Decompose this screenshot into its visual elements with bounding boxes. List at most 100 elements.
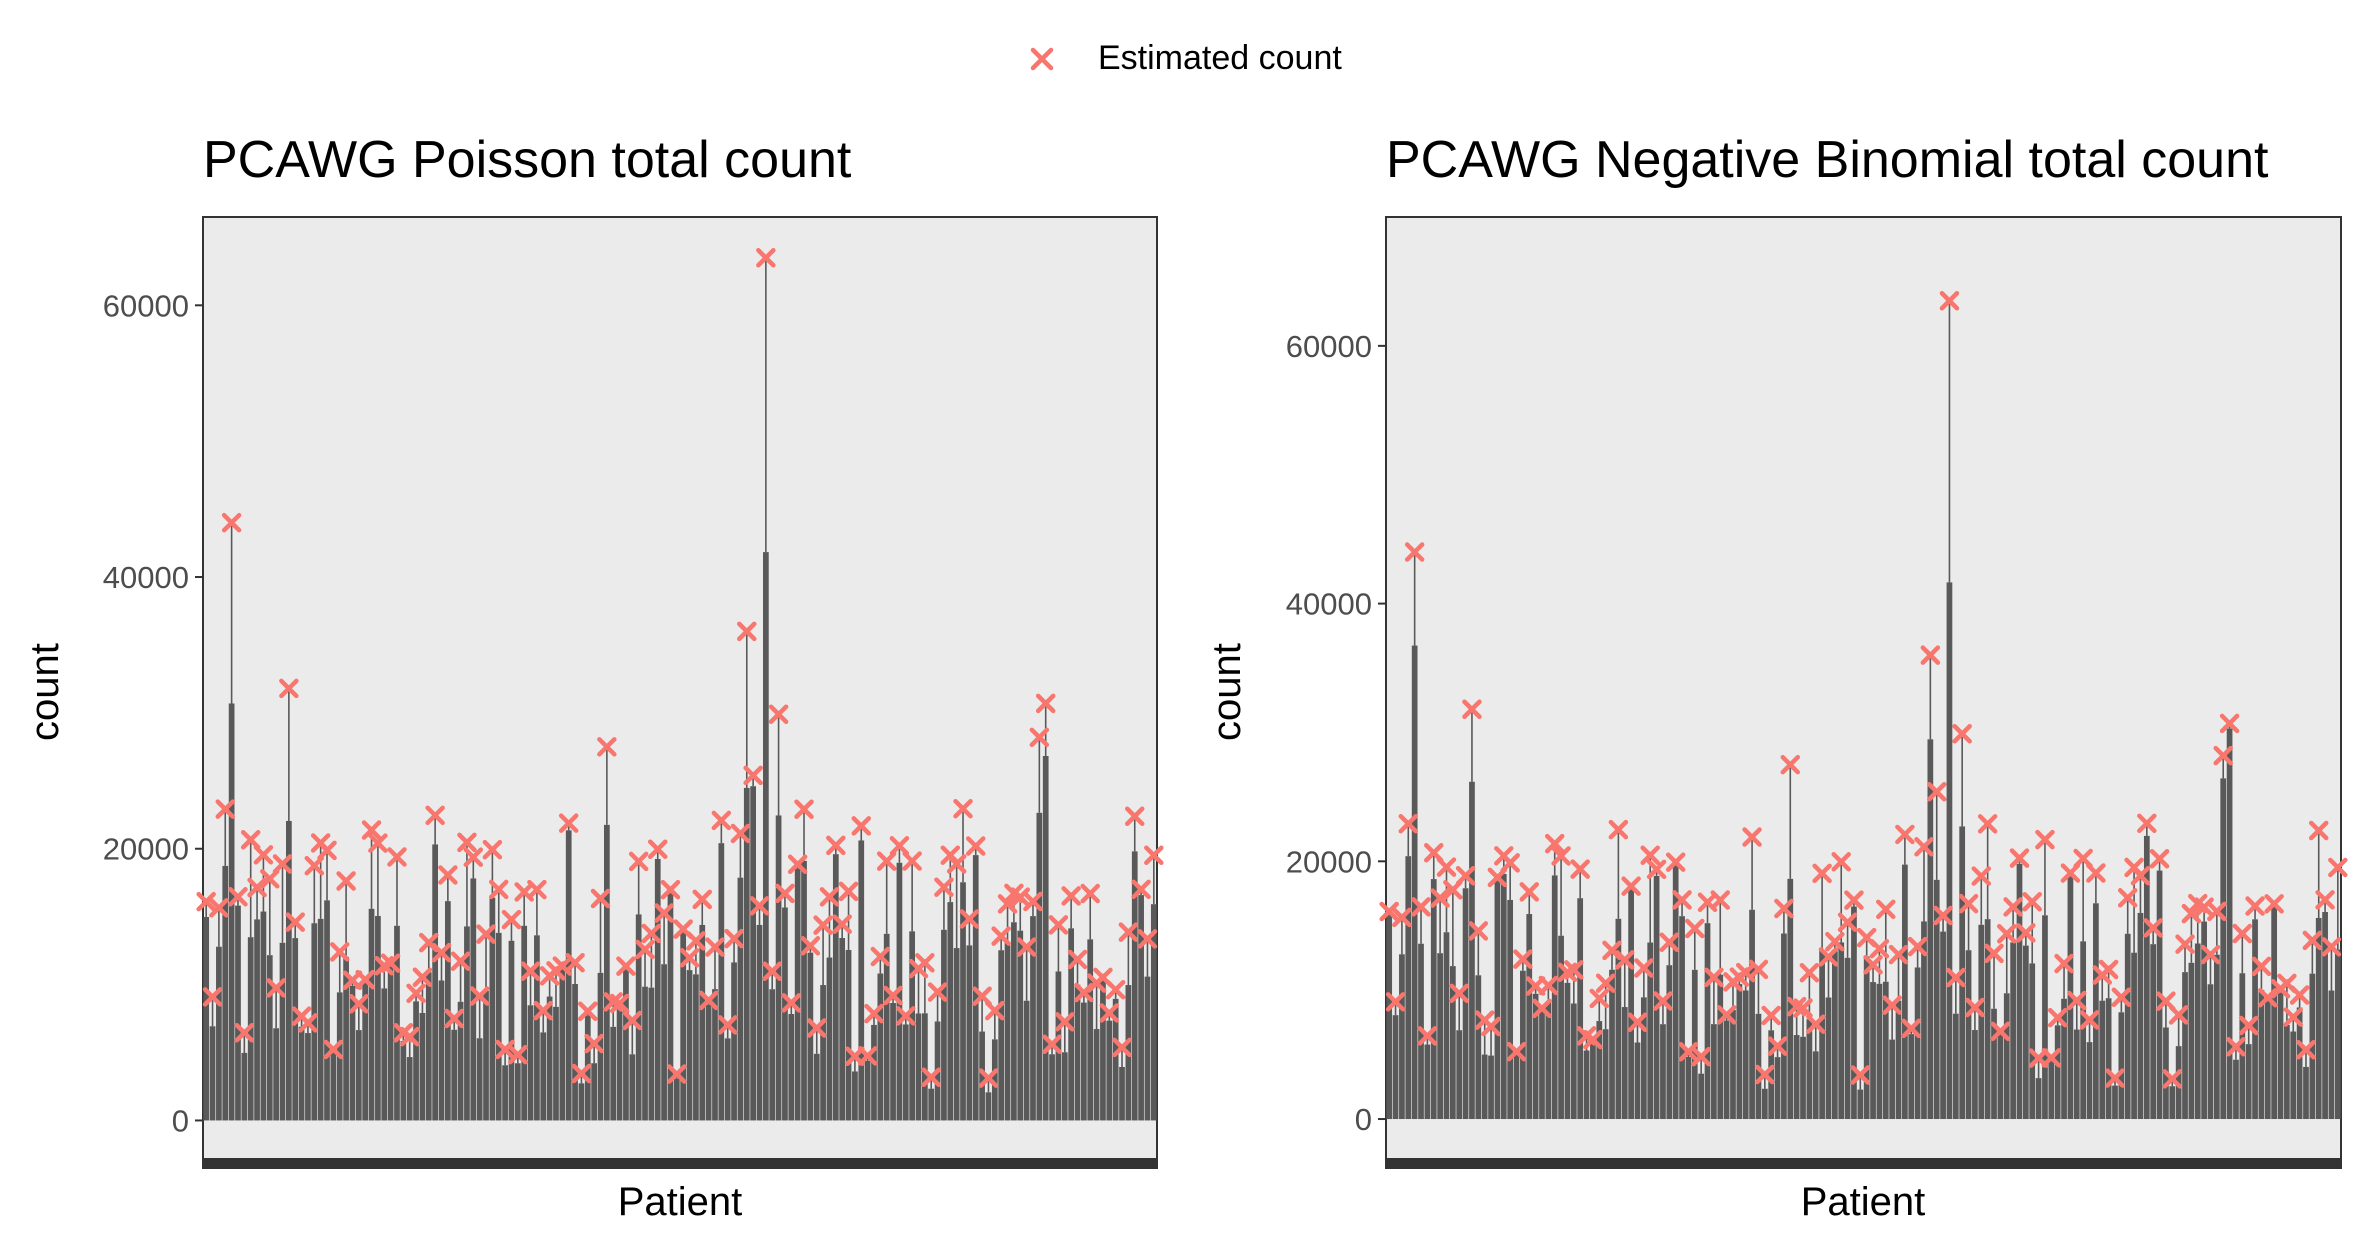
- estimated-point: [1564, 960, 1584, 980]
- bar: [858, 840, 865, 1121]
- estimated-point: [1965, 997, 1985, 1018]
- bar: [1049, 1054, 1055, 1121]
- marker-stroke: [1672, 890, 1692, 910]
- estimated-point: [2226, 1037, 2246, 1057]
- estimated-point: [1939, 291, 1960, 311]
- marker-stroke: [883, 985, 903, 1006]
- bar: [457, 1001, 464, 1121]
- bar: [1131, 851, 1138, 1121]
- marker-stroke: [1685, 918, 1705, 939]
- marker-stroke: [2162, 1069, 2183, 1089]
- marker-stroke: [628, 851, 649, 872]
- estimated-point: [1144, 845, 1164, 865]
- bar: [2099, 1000, 2106, 1120]
- estimated-point: [260, 869, 280, 889]
- marker-stroke: [1825, 931, 1845, 952]
- marker-stroke: [578, 1001, 598, 1022]
- bar: [1513, 1052, 1520, 1120]
- estimated-point: [2079, 1010, 2100, 1030]
- bar: [1927, 739, 1934, 1120]
- estimated-point: [508, 1044, 528, 1065]
- bar: [521, 925, 528, 1121]
- y-tick-label: 20000: [103, 832, 189, 867]
- bar: [1150, 904, 1157, 1121]
- estimated-point: [2098, 959, 2119, 980]
- estimated-point: [1933, 905, 1953, 926]
- bar: [2143, 835, 2150, 1120]
- marker-stroke: [501, 909, 522, 930]
- marker-stroke: [1831, 852, 1851, 872]
- marker-stroke: [1755, 1064, 1775, 1085]
- estimated-point: [2308, 820, 2329, 841]
- estimated-point: [323, 1039, 344, 1060]
- estimated-point: [399, 1026, 420, 1047]
- marker-stroke: [349, 994, 369, 1014]
- marker-stroke: [234, 1023, 255, 1043]
- marker-stroke: [1716, 1005, 1737, 1025]
- estimated-point: [717, 1015, 738, 1035]
- bar: [2118, 1012, 2125, 1120]
- estimated-point: [597, 737, 617, 757]
- marker-stroke: [1099, 1003, 1120, 1023]
- estimated-point: [1080, 883, 1100, 904]
- marker-stroke: [686, 931, 706, 951]
- marker-stroke: [762, 961, 782, 982]
- bar: [890, 1002, 896, 1121]
- marker-stroke: [1678, 1041, 1699, 1062]
- bar: [2080, 941, 2087, 1120]
- bar: [1768, 1030, 1775, 1120]
- bar: [979, 1031, 985, 1121]
- estimated-point: [196, 891, 216, 912]
- marker-stroke: [1411, 897, 1431, 917]
- bar: [1011, 922, 1017, 1121]
- estimated-point: [806, 1018, 827, 1038]
- estimated-point: [647, 839, 668, 860]
- bar: [1583, 1050, 1590, 1120]
- bar: [1596, 1021, 1603, 1120]
- bar: [642, 986, 648, 1121]
- estimated-point: [1589, 988, 1610, 1009]
- bar: [603, 824, 610, 1121]
- estimated-point: [1131, 879, 1151, 900]
- estimated-point: [864, 1003, 884, 1024]
- marker-stroke: [355, 969, 375, 990]
- marker-stroke: [1933, 905, 1953, 926]
- estimated-point: [832, 914, 852, 934]
- bar: [2213, 954, 2220, 1120]
- estimated-point: [361, 820, 382, 840]
- marker-stroke: [826, 835, 846, 856]
- bar: [1851, 906, 1857, 1120]
- bar: [2029, 963, 2036, 1120]
- estimated-point: [1888, 944, 1909, 965]
- estimated-point: [1392, 907, 1412, 928]
- estimated-point: [2207, 901, 2227, 922]
- bar: [1863, 956, 1870, 1120]
- bar: [826, 957, 833, 1121]
- marker-stroke: [1888, 944, 1909, 965]
- estimated-point: [1615, 950, 1635, 970]
- chart-panel-negative-binomial: PCAWG Negative Binomial total count 0 200…: [1205, 131, 2348, 1224]
- bar: [1838, 942, 1845, 1120]
- estimated-point: [1532, 998, 1552, 1019]
- marker-stroke: [985, 1000, 1005, 1021]
- marker-stroke: [743, 765, 763, 786]
- bar: [1456, 1030, 1463, 1120]
- y-axis: 0 20000 40000 60000: [1286, 329, 1386, 1137]
- estimated-point: [1048, 915, 1069, 935]
- bar: [266, 955, 273, 1121]
- bar: [1443, 932, 1450, 1120]
- bar: [406, 1057, 413, 1121]
- bar: [394, 925, 400, 1121]
- bar: [1004, 941, 1011, 1121]
- bar: [762, 552, 769, 1121]
- estimated-point: [1468, 921, 1489, 941]
- marker-stroke: [1646, 859, 1667, 880]
- estimated-point: [1984, 943, 2004, 964]
- estimated-point: [934, 877, 954, 897]
- estimated-point: [679, 948, 700, 968]
- marker-stroke: [2315, 890, 2335, 910]
- marker-stroke: [1939, 291, 1960, 311]
- marker-stroke: [202, 987, 223, 1007]
- marker-stroke: [1385, 992, 1406, 1012]
- bar: [801, 860, 807, 1121]
